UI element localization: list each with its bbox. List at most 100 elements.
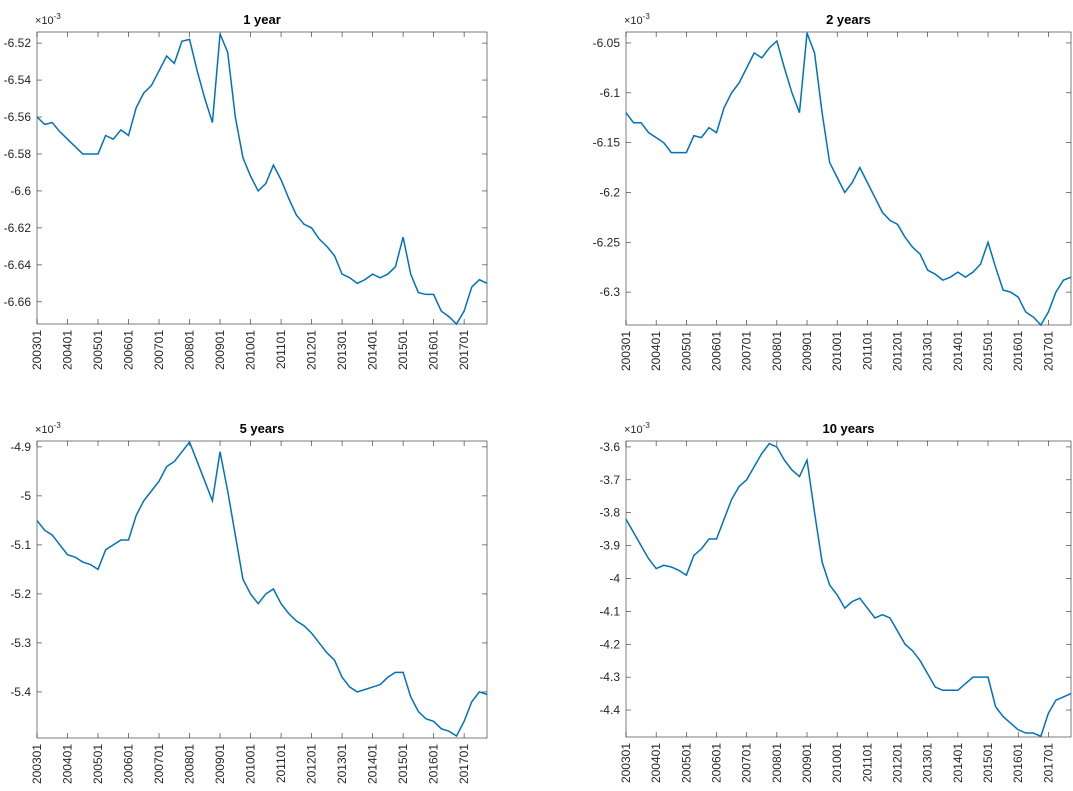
x-tick-label: 200501 (679, 743, 693, 783)
x-tick-label: 201001 (830, 743, 844, 783)
y-tick-label: -6.58 (4, 147, 32, 161)
y-tick-label: -6.62 (4, 221, 32, 235)
x-tick-label: 200301 (619, 331, 633, 371)
x-tick-label: 201101 (860, 743, 874, 782)
y-tick-label: -6.56 (4, 110, 32, 124)
plot-area (36, 31, 488, 325)
y-tick-label: -6.54 (4, 73, 32, 87)
x-tick-label: 201701 (1041, 331, 1055, 371)
exponent-base: ×10 (35, 15, 54, 27)
exponent-power: -3 (54, 421, 62, 430)
x-tick-label: 201301 (335, 330, 349, 370)
x-tick-label: 201001 (830, 331, 844, 371)
y-tick-label: -6.25 (593, 235, 621, 249)
x-tick-label: 201701 (1041, 743, 1055, 783)
x-tick-label: 200601 (122, 330, 136, 370)
x-tick-label: 201401 (951, 331, 965, 371)
x-tick-label: 200301 (30, 744, 44, 784)
x-tick-label: 200901 (800, 331, 814, 371)
data-line (625, 442, 1072, 738)
x-tick-label: 201101 (274, 330, 288, 369)
x-tick-label: 201601 (427, 330, 441, 370)
x-tick-label: 200601 (710, 743, 724, 783)
x-tick-label: 201601 (1011, 331, 1025, 371)
y-tick-label: -4.4 (599, 703, 620, 717)
x-tick-label: 201001 (244, 330, 258, 370)
x-tick-label: 201201 (305, 330, 319, 370)
x-tick-label: 201301 (335, 744, 349, 784)
x-tick-label: 201101 (274, 744, 288, 783)
x-tick-label: 200901 (800, 743, 814, 783)
x-tick-label: 200701 (740, 331, 754, 371)
y-tick-label: -5.4 (10, 685, 31, 699)
x-tick-label: 201101 (860, 331, 874, 370)
x-tick-label: 201201 (891, 743, 905, 783)
chart-title: 10 years (822, 421, 874, 436)
x-tick-label: 200701 (152, 744, 166, 784)
x-tick-label: 201401 (366, 744, 380, 784)
y-tick-label: -6.05 (593, 36, 621, 50)
x-tick-label: 200701 (740, 743, 754, 783)
y-tick-label: -3.7 (599, 473, 620, 487)
x-tick-label: 201601 (1011, 743, 1025, 783)
axis-exponent: ×10-3 (624, 421, 650, 436)
x-tick-label: 200501 (91, 330, 105, 370)
exponent-base: ×10 (624, 424, 643, 436)
x-tick-label: 200401 (649, 743, 663, 783)
plot-area (625, 31, 1072, 326)
y-tick-label: -6.2 (599, 185, 620, 199)
x-tick-label: 200801 (770, 743, 784, 783)
chart-title: 5 years (240, 421, 285, 436)
data-line (36, 33, 488, 326)
x-tick-label: 201701 (457, 330, 471, 370)
x-tick-label: 201401 (366, 330, 380, 370)
x-tick-label: 201201 (305, 744, 319, 784)
y-tick-label: -6.66 (4, 295, 32, 309)
y-tick-label: -4 (609, 571, 620, 585)
x-tick-label: 201701 (457, 744, 471, 784)
y-tick-label: -3.8 (599, 506, 620, 520)
y-tick-label: -3.9 (599, 539, 620, 553)
exponent-power: -3 (643, 421, 651, 430)
x-tick-label: 201501 (396, 330, 410, 370)
y-tick-label: -6.6 (10, 184, 31, 198)
x-tick-label: 201601 (427, 744, 441, 784)
x-tick-label: 200301 (30, 330, 44, 370)
x-tick-label: 201301 (921, 331, 935, 371)
x-tick-label: 201501 (981, 743, 995, 783)
x-tick-label: 200401 (61, 330, 75, 370)
exponent-power: -3 (643, 12, 651, 21)
axis-exponent: ×10-3 (624, 12, 650, 27)
y-tick-label: -4.2 (599, 637, 620, 651)
chart-title: 1 year (243, 12, 281, 27)
x-tick-label: 200501 (91, 744, 105, 784)
y-tick-label: -5.1 (10, 538, 31, 552)
data-line (625, 32, 1072, 327)
y-tick-label: -6.64 (4, 258, 32, 272)
y-tick-label: -5.3 (10, 636, 31, 650)
x-tick-label: 200401 (61, 744, 75, 784)
plot-area (36, 440, 488, 739)
x-tick-label: 201401 (951, 743, 965, 783)
axis-exponent: ×10-3 (35, 421, 61, 436)
x-tick-label: 200801 (183, 744, 197, 784)
x-tick-label: 200901 (213, 330, 227, 370)
x-tick-label: 200801 (183, 330, 197, 370)
exponent-base: ×10 (624, 15, 643, 27)
chart-title: 2 years (826, 12, 871, 27)
y-tick-label: -4.1 (599, 604, 620, 618)
x-tick-label: 200901 (213, 744, 227, 784)
y-tick-label: -4.9 (10, 440, 31, 454)
y-tick-label: -3.6 (599, 440, 620, 454)
data-line (36, 440, 488, 738)
exponent-base: ×10 (35, 424, 54, 436)
x-tick-label: 201301 (921, 743, 935, 783)
x-tick-label: 200401 (649, 331, 663, 371)
x-tick-label: 201501 (396, 744, 410, 784)
y-tick-label: -6.1 (599, 86, 620, 100)
x-tick-label: 200501 (679, 331, 693, 371)
x-tick-label: 200701 (152, 330, 166, 370)
x-tick-label: 200301 (619, 743, 633, 783)
x-tick-label: 200601 (122, 744, 136, 784)
x-tick-label: 201201 (891, 331, 905, 371)
